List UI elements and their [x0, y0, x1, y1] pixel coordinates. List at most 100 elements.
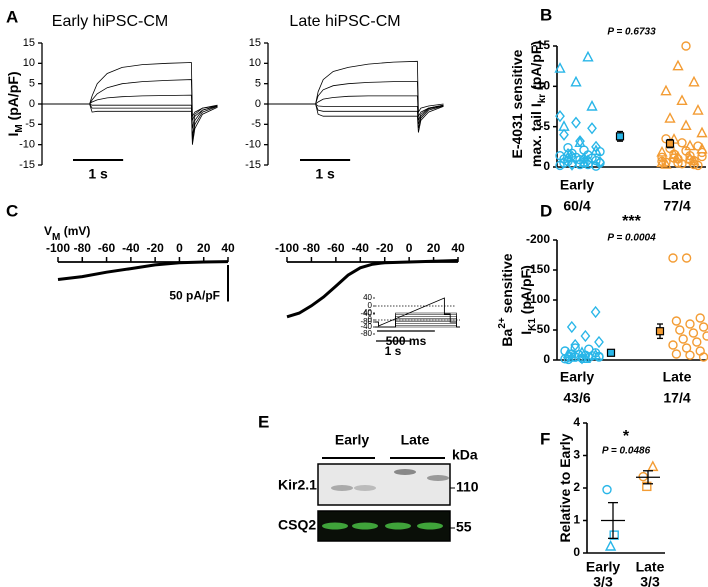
- data-point: [684, 152, 696, 164]
- y-tick-label: 0: [368, 315, 373, 324]
- voltage-step: [375, 312, 460, 328]
- lane-label: Late: [401, 432, 430, 448]
- data-point: [660, 84, 672, 96]
- data-point: [692, 104, 704, 115]
- x-tick-label: Late: [663, 369, 692, 385]
- label-part: Relative to Early: [557, 433, 573, 542]
- y-tick-label: -10: [533, 79, 551, 93]
- x-tick-label: 20: [197, 241, 211, 255]
- y-axis-label: max. tail Ikr (pA/pF): [528, 41, 548, 167]
- data-point: [580, 329, 591, 343]
- current-trace: [268, 103, 444, 129]
- x-tick-label: 40: [221, 241, 235, 255]
- data-point: [695, 346, 705, 356]
- y-tick-label: 5: [255, 78, 261, 90]
- data-point: [668, 253, 678, 263]
- x-tick-label: -40: [352, 241, 370, 255]
- x-tick-label: Late: [636, 559, 665, 575]
- data-point: [609, 530, 619, 540]
- voltage-ramp: [375, 297, 456, 327]
- y-tick-label: 1: [573, 513, 580, 527]
- data-point: [558, 120, 570, 131]
- unit-label: kDa: [452, 447, 478, 463]
- y-axis-label: IM (pA/pF): [5, 71, 25, 136]
- data-point: [589, 348, 602, 360]
- data-point: [688, 154, 700, 166]
- data-point: [676, 94, 688, 106]
- data-point: [660, 158, 672, 169]
- data-point: [696, 142, 708, 154]
- x-tick-label: 20: [427, 241, 441, 255]
- x-tick-label: 40: [451, 241, 465, 255]
- x-tick-label: Early: [586, 559, 620, 575]
- scale-bar-label: 1 s: [88, 166, 108, 182]
- label-part: (pA/pF): [5, 71, 21, 124]
- data-point: [678, 334, 688, 344]
- x-tick-label: Early: [560, 177, 594, 193]
- significance-stars: ***: [622, 213, 641, 230]
- row-label: Kir2.1: [278, 477, 317, 493]
- data-point: [688, 328, 699, 338]
- y-tick-label: -10: [19, 139, 35, 151]
- data-point: [681, 146, 691, 156]
- lane-label: Early: [335, 432, 369, 448]
- y-tick-label: 15: [249, 37, 261, 49]
- scale-bar-label: 500 ms: [386, 334, 427, 348]
- label-part: Ba: [499, 328, 515, 346]
- n-label: 3/3: [593, 574, 613, 587]
- x-tick-label: -100: [275, 241, 299, 255]
- blot-band: [354, 485, 376, 491]
- data-point: [562, 150, 574, 162]
- data-point: [566, 320, 577, 334]
- current-trace: [42, 62, 218, 118]
- kda-label: 110: [456, 479, 479, 495]
- y-tick-label: -100: [526, 292, 550, 306]
- p-value: P = 0.0004: [607, 233, 656, 244]
- y-tick-label: 0: [543, 352, 550, 366]
- data-point: [563, 142, 573, 153]
- scale-bar-label: 1 s: [315, 166, 335, 182]
- p-value: P = 0.6733: [607, 27, 656, 38]
- y-tick-label: 10: [23, 57, 35, 69]
- panel-letter: C: [6, 201, 18, 220]
- data-point: [702, 331, 708, 341]
- y-tick-label: 4: [573, 415, 580, 429]
- y-tick-label: -80: [360, 317, 372, 326]
- mean-marker: [665, 139, 675, 148]
- label-part: kr: [537, 94, 548, 104]
- label-part: max. tail I: [528, 103, 544, 167]
- data-point: [671, 316, 682, 326]
- row-label: CSQ2: [278, 517, 316, 533]
- blot-band: [352, 522, 378, 530]
- x-tick-label: 0: [406, 241, 413, 255]
- label-part: V: [44, 224, 52, 238]
- voltage-step: [375, 317, 460, 328]
- data-point: [672, 59, 684, 71]
- current-trace: [42, 103, 218, 137]
- data-point: [595, 156, 605, 169]
- data-point: [680, 119, 692, 131]
- y-axis-label: IK1 (pA/pF): [518, 265, 538, 335]
- label-part: I: [518, 331, 534, 335]
- data-point: [584, 344, 594, 354]
- data-point: [672, 150, 684, 162]
- n-label: 77/4: [663, 198, 690, 214]
- x-tick-label: 0: [176, 241, 183, 255]
- data-point: [582, 50, 594, 62]
- data-point: [692, 337, 702, 347]
- data-point: [668, 340, 678, 350]
- data-point: [685, 319, 695, 329]
- y-tick-label: -5: [251, 118, 261, 130]
- n-label: 17/4: [663, 390, 690, 406]
- data-point: [664, 112, 676, 123]
- data-point: [675, 325, 685, 335]
- y-tick-label: -15: [533, 38, 551, 52]
- data-point: [671, 349, 682, 359]
- y-tick-label: -50: [533, 322, 551, 336]
- data-point: [698, 322, 708, 332]
- x-tick-label: -20: [146, 241, 164, 255]
- x-tick-label: -80: [74, 241, 92, 255]
- x-tick-label: -20: [376, 241, 394, 255]
- y-tick-label: 0: [543, 159, 550, 173]
